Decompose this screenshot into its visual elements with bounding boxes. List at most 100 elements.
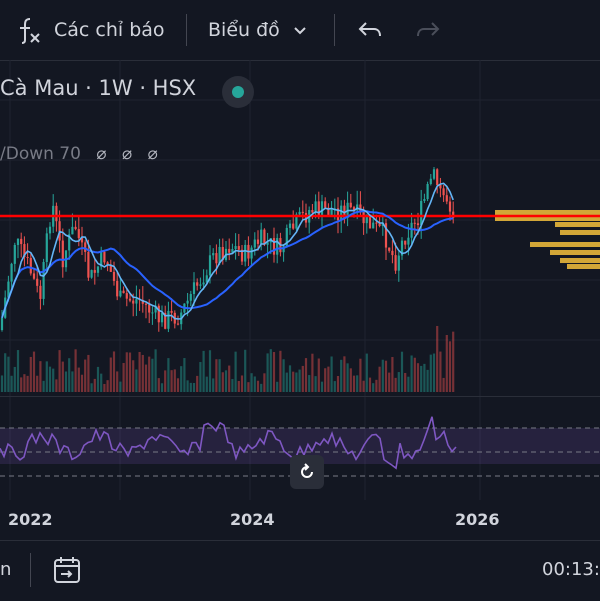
candle-body [263, 229, 266, 245]
candle-body [304, 213, 308, 223]
candle-body [394, 255, 397, 271]
volume-bar [234, 351, 237, 392]
volume-profile-bar [560, 258, 600, 263]
volume-bar [314, 376, 317, 392]
candle-body [154, 305, 157, 313]
redo-icon[interactable] [414, 0, 442, 60]
go-to-date-icon[interactable] [52, 555, 82, 589]
volume-bar [346, 363, 349, 392]
volume-bar [240, 375, 244, 392]
hidden-icon[interactable]: ⌀ [96, 144, 107, 164]
volume-bar [333, 381, 336, 392]
candle-body [292, 223, 295, 229]
volume-bar [32, 351, 36, 392]
volume-bar [112, 351, 116, 392]
candle-body [349, 202, 352, 208]
candle-body [106, 262, 109, 266]
candle-body [228, 248, 231, 253]
volume-bar [212, 378, 215, 392]
volume-bar [295, 372, 298, 392]
volume-bar [359, 358, 362, 392]
volume-bar [285, 372, 288, 392]
candle-body [84, 242, 87, 252]
reset-chart-button[interactable] [290, 455, 324, 489]
candle-body [365, 214, 368, 224]
candle-body [253, 239, 256, 248]
candle-body [240, 249, 244, 262]
candle-body [336, 208, 340, 221]
volume-bar [445, 334, 448, 392]
candle-body [132, 300, 135, 304]
volume-bar [141, 354, 144, 392]
candle-body [103, 251, 106, 263]
candle-body [189, 294, 192, 301]
candle-body [26, 257, 29, 259]
volume-profile-bar [495, 210, 600, 215]
volume-bar [20, 377, 23, 392]
volume-bar [173, 369, 176, 392]
volume-bar [292, 371, 295, 392]
ma-fast-line [1, 182, 454, 320]
candle-body [423, 199, 426, 201]
volume-bar [356, 375, 359, 392]
chart-type-button[interactable]: Biểu đồ [208, 0, 310, 60]
candle-body [42, 261, 45, 299]
volume-bar [58, 350, 61, 392]
volume-bar [253, 376, 256, 392]
candle-body [74, 226, 77, 230]
candle-body [397, 255, 400, 271]
year-label: 2022 [8, 510, 53, 529]
clock-time: 00:13: [542, 559, 600, 580]
indicators-button[interactable]: Các chỉ báo [54, 19, 165, 41]
volume-bar [221, 372, 224, 392]
candle-body [96, 266, 100, 273]
candle-body [298, 211, 301, 215]
candle-body [164, 312, 167, 329]
volume-bar [400, 351, 404, 392]
volume-bar [36, 375, 39, 392]
candle-body [400, 240, 404, 256]
candle-body [0, 317, 4, 330]
candle-body [282, 246, 285, 253]
volume-bar [231, 379, 234, 392]
volume-bar [423, 363, 426, 392]
candle-body [10, 263, 13, 282]
volume-bar [13, 366, 16, 392]
volume-bar [199, 362, 202, 392]
volume-bar [4, 353, 7, 392]
candle-body [244, 244, 247, 262]
indicator-legend[interactable]: /Down 70 ⌀ ⌀ ⌀ [0, 144, 158, 164]
candle-body [311, 210, 314, 213]
volume-bars [0, 325, 455, 392]
volume-bar [426, 369, 429, 392]
volume-bar [157, 378, 160, 392]
price-chart[interactable] [0, 60, 600, 540]
candle-body [71, 226, 74, 235]
candle-body [119, 290, 122, 297]
volume-bar [340, 359, 343, 392]
volume-bar [45, 361, 48, 392]
volume-bar [436, 325, 439, 392]
candle-body [407, 237, 410, 245]
fx-icon[interactable] [16, 0, 42, 60]
candle-body [176, 323, 180, 325]
candle-body [231, 249, 234, 253]
candle-body [48, 226, 52, 234]
hidden-icon[interactable]: ⌀ [122, 144, 133, 164]
volume-bar [272, 352, 276, 392]
candle-body [45, 233, 48, 262]
volume-bar [404, 372, 407, 392]
candle-body [317, 201, 320, 217]
candle-body [151, 312, 154, 314]
candle-body [266, 242, 269, 245]
volume-bar [420, 365, 423, 392]
market-status-indicator[interactable] [222, 76, 254, 108]
volume-bar [279, 350, 282, 392]
candle-body [61, 240, 64, 268]
hidden-icon[interactable]: ⌀ [147, 144, 158, 164]
volume-bar [183, 358, 186, 392]
volume-bar [87, 354, 90, 392]
symbol-title[interactable]: Cà Mau · 1W · HSX [0, 76, 197, 100]
undo-icon[interactable] [356, 0, 384, 60]
candle-body [436, 169, 439, 185]
